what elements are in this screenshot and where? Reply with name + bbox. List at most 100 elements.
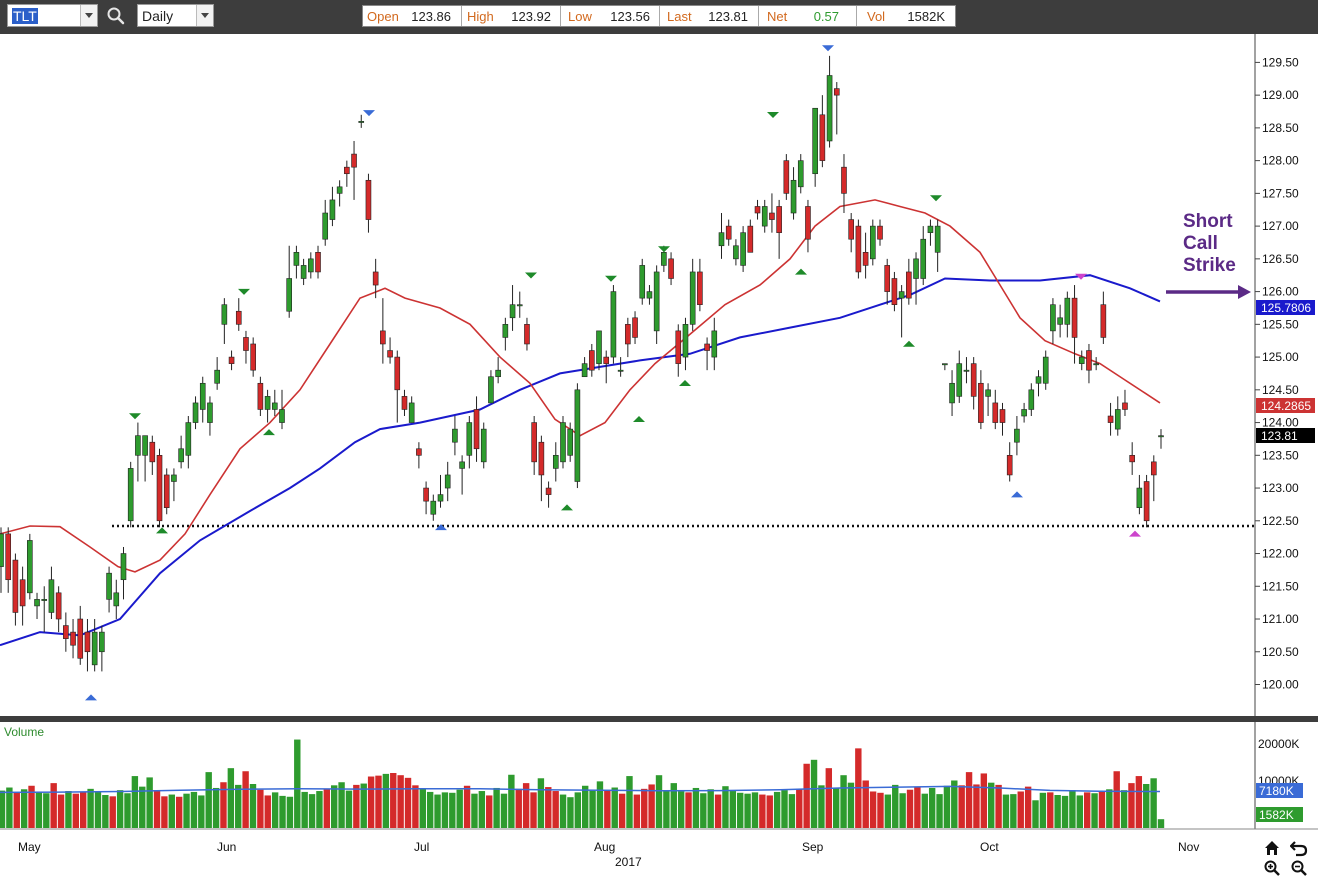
candle-body (380, 330, 386, 345)
month-label-sep: Sep (802, 840, 824, 854)
high-value: 123.92 (511, 9, 551, 24)
volume-bar (220, 782, 227, 828)
search-icon[interactable] (106, 6, 126, 26)
undo-icon[interactable] (1289, 839, 1308, 857)
quote-bar: Open 123.86 High 123.92 Low 123.56 Last … (362, 5, 956, 27)
volume-bar (545, 787, 552, 828)
price-axis: 120.00 120.50 121.00 121.50 122.00 122.50 123.… (1255, 55, 1299, 692)
pivot-marker (238, 288, 250, 295)
volume-bar (530, 792, 537, 828)
volume-panel-title: Volume (4, 725, 45, 739)
volume-bar (1143, 784, 1150, 828)
candle-body (12, 559, 19, 613)
volume-bar (153, 790, 161, 828)
price-chart[interactable]: 120.00 120.50 121.00 121.50 122.00 122.50 123.… (0, 34, 1318, 878)
last-price-badge-value: 123.81 (1261, 429, 1298, 443)
volume-bar (508, 774, 515, 828)
candle-body (365, 179, 372, 220)
volume-bar (729, 791, 737, 828)
candle-body (394, 356, 401, 391)
candle-body (653, 271, 660, 332)
candle-body (149, 441, 156, 463)
volume-bar (840, 775, 847, 828)
candle-body (1158, 435, 1164, 438)
volume-bar (515, 788, 522, 828)
candle-body (833, 88, 840, 96)
panel-divider[interactable] (0, 716, 1318, 722)
period-select[interactable]: Daily (137, 4, 214, 27)
volume-bar (1076, 795, 1083, 828)
candle-body (106, 572, 112, 600)
price-tick-label: 120.50 (1262, 645, 1299, 659)
candle-body (898, 291, 905, 299)
candle-body (437, 494, 444, 502)
volume-bar (663, 791, 670, 828)
pivot-marker (605, 275, 617, 282)
volume-bar (707, 789, 714, 828)
candle-body (0, 533, 4, 567)
candle-body (661, 252, 667, 266)
candle-body (567, 428, 573, 456)
candle-body (235, 310, 242, 325)
price-tick-label: 124.50 (1262, 383, 1299, 397)
volume-bar (227, 768, 235, 828)
symbol-dropdown-arrow-icon[interactable] (80, 5, 97, 26)
candle-body (733, 245, 739, 260)
volume-bar (574, 792, 582, 828)
pivot-marker (363, 110, 375, 117)
home-icon[interactable] (1263, 839, 1281, 857)
price-tick-label: 125.50 (1262, 317, 1299, 331)
price-tick-label: 121.50 (1262, 579, 1299, 593)
candle-body (992, 402, 999, 423)
volume-bar (397, 775, 404, 828)
volume-bar (257, 789, 264, 828)
candle-body (1042, 356, 1049, 384)
candle-body (452, 428, 458, 443)
candle-body (358, 121, 365, 123)
slow-ma-badge (1256, 300, 1315, 315)
candle-body (127, 468, 134, 522)
volume-bar (102, 795, 109, 828)
fast-ma-badge (1256, 398, 1315, 413)
volume-bar (190, 791, 198, 828)
candle-body (552, 455, 559, 469)
volume-bar (832, 787, 840, 828)
period-dropdown-arrow-icon[interactable] (196, 5, 213, 26)
candle-body (718, 232, 725, 247)
fast-ma-badge-value: 124.2865 (1261, 399, 1311, 413)
symbol-input[interactable]: TLT (7, 4, 98, 27)
volume-bar (43, 793, 50, 828)
volume-bar (426, 791, 434, 828)
candle-body (185, 422, 192, 456)
candle-body (344, 166, 350, 175)
volume-last-badge (1256, 807, 1303, 822)
volume-bar (766, 795, 773, 828)
volume-bar (559, 794, 567, 828)
volume-bar (183, 793, 190, 828)
zoom-in-icon[interactable] (1263, 859, 1281, 877)
volume-bar (737, 792, 744, 828)
volume-bar (936, 794, 943, 828)
price-tick-label: 125.00 (1262, 350, 1299, 364)
candle-body (444, 474, 451, 489)
vol-value: 1582K (907, 9, 945, 24)
candle-body (1136, 487, 1143, 508)
price-tick-label: 121.00 (1262, 612, 1299, 626)
candle-body (55, 592, 62, 620)
candle-body (826, 75, 833, 142)
volume-tick-high: 20000K (1258, 737, 1299, 751)
candle-body (949, 382, 955, 404)
net-value: 0.57 (813, 9, 839, 24)
volume-bar (212, 787, 220, 828)
volume-bar (692, 787, 700, 828)
volume-bar (72, 793, 80, 828)
volume-bar (441, 792, 449, 828)
volume-bar (596, 781, 604, 828)
volume-bar (759, 794, 766, 828)
candle-body (639, 265, 646, 299)
candle-body (870, 225, 876, 260)
candle-body (1014, 428, 1020, 443)
candle-body (596, 330, 602, 364)
zoom-out-icon[interactable] (1290, 859, 1308, 877)
volume-bar (552, 791, 559, 828)
